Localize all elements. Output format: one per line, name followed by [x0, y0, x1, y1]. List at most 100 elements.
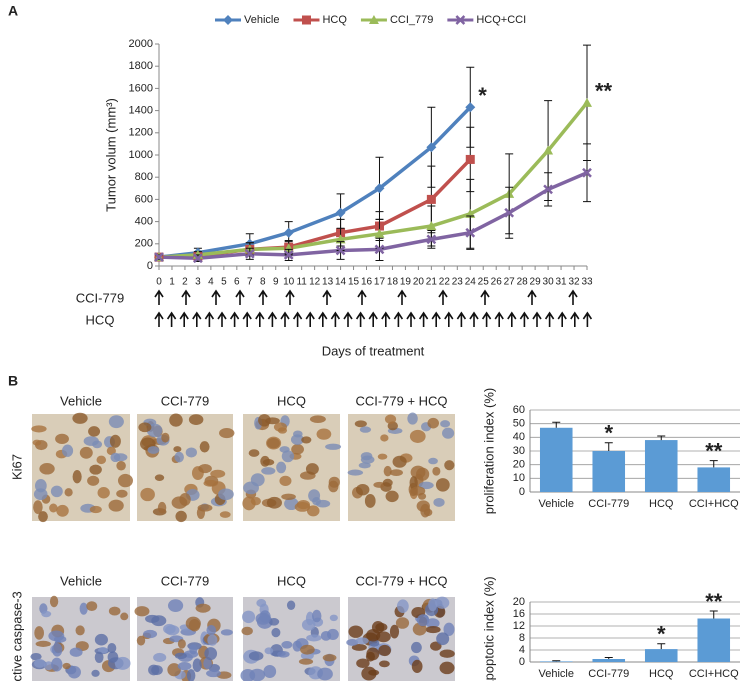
nucleus [89, 505, 102, 514]
dose-arrow [211, 289, 221, 305]
point [465, 227, 476, 238]
point [154, 252, 164, 263]
nucleus [197, 504, 213, 512]
point [374, 183, 385, 194]
nucleus [428, 598, 438, 612]
nucleus [248, 651, 264, 661]
nucleus [382, 478, 393, 487]
micrograph [31, 412, 133, 523]
nucleus [348, 625, 364, 638]
x-tick-label: 27 [504, 277, 516, 288]
y-tick-label: 400 [135, 216, 153, 228]
point [335, 245, 346, 256]
significance: ** [705, 589, 723, 614]
x-tick-label: 7 [247, 277, 253, 288]
nucleus [279, 446, 290, 453]
micrograph [134, 597, 233, 681]
nucleus [192, 658, 202, 673]
nucleus [440, 420, 451, 428]
nucleus [206, 669, 221, 678]
nucleus [55, 433, 69, 444]
nucleus [72, 412, 88, 424]
panel-label: B [8, 373, 18, 389]
dose-arrow [582, 311, 593, 327]
point [374, 228, 385, 238]
column-label: CCI-779 [161, 573, 209, 588]
nucleus [395, 617, 410, 629]
nucleus [43, 661, 54, 671]
nucleus [418, 481, 434, 490]
dose-arrow [179, 311, 189, 327]
y-tick-label: 16 [513, 608, 525, 620]
x-tick-label: 20 [413, 277, 425, 288]
dose-arrow [557, 311, 567, 327]
column-label: CCI-779 + HCQ [355, 393, 447, 408]
nucleus [328, 476, 340, 488]
nucleus [368, 669, 380, 676]
x-tick-label: 32 [568, 277, 580, 288]
y-tick-label: 60 [513, 404, 525, 416]
nucleus [169, 413, 183, 427]
nucleus [355, 637, 369, 645]
nucleus [86, 601, 98, 612]
nucleus [153, 652, 167, 662]
nucleus [355, 483, 370, 496]
dose-arrow [330, 311, 341, 327]
nucleus [439, 649, 455, 658]
nucleus [188, 414, 204, 425]
y-tick-label: 40 [513, 431, 525, 443]
nucleus [392, 455, 407, 468]
x-tick-label: 11 [296, 277, 307, 288]
point [543, 145, 554, 155]
nucleus [157, 501, 167, 514]
panel-label: A [8, 3, 18, 19]
nucleus [411, 659, 423, 673]
nucleus [117, 473, 133, 488]
nucleus [154, 474, 165, 481]
nucleus [79, 602, 88, 615]
nucleus [199, 441, 210, 453]
nucleus [33, 488, 48, 501]
nucleus [204, 647, 218, 661]
nucleus [396, 599, 409, 613]
bar [697, 467, 731, 492]
nucleus [312, 496, 321, 506]
nucleus [163, 623, 176, 635]
point [426, 194, 436, 204]
point [426, 142, 437, 153]
nucleus [49, 595, 59, 608]
nucleus [409, 429, 426, 443]
nucleus [62, 662, 71, 670]
nucleus [138, 422, 152, 433]
nucleus [435, 478, 450, 492]
nucleus [301, 436, 312, 444]
nucleus [94, 651, 104, 663]
nucleus [167, 599, 184, 612]
dose-arrow [519, 311, 530, 327]
nucleus [151, 665, 163, 676]
nucleus [52, 643, 63, 657]
column-label: HCQ [277, 573, 306, 588]
nucleus [377, 453, 388, 460]
bar [592, 659, 626, 662]
nucleus [56, 504, 69, 517]
nucleus [109, 434, 121, 448]
significance: * [604, 421, 613, 446]
nucleus [64, 488, 73, 497]
nucleus [385, 490, 399, 503]
nucleus [51, 657, 63, 672]
dose-arrow [258, 289, 268, 305]
dose-arrow [242, 311, 252, 327]
nucleus [268, 617, 280, 626]
dose-arrow [318, 311, 328, 327]
dose-arrow [527, 289, 537, 305]
x-tick-label: HCQ [649, 498, 674, 510]
point [543, 184, 553, 195]
nucleus [258, 414, 271, 427]
nucleus [261, 467, 276, 475]
nucleus [273, 422, 287, 432]
y-axis-label: apoptotic index (%) [481, 576, 496, 681]
x-tick-label: 14 [335, 277, 347, 288]
nucleus [420, 503, 431, 518]
nucleus [366, 628, 381, 642]
